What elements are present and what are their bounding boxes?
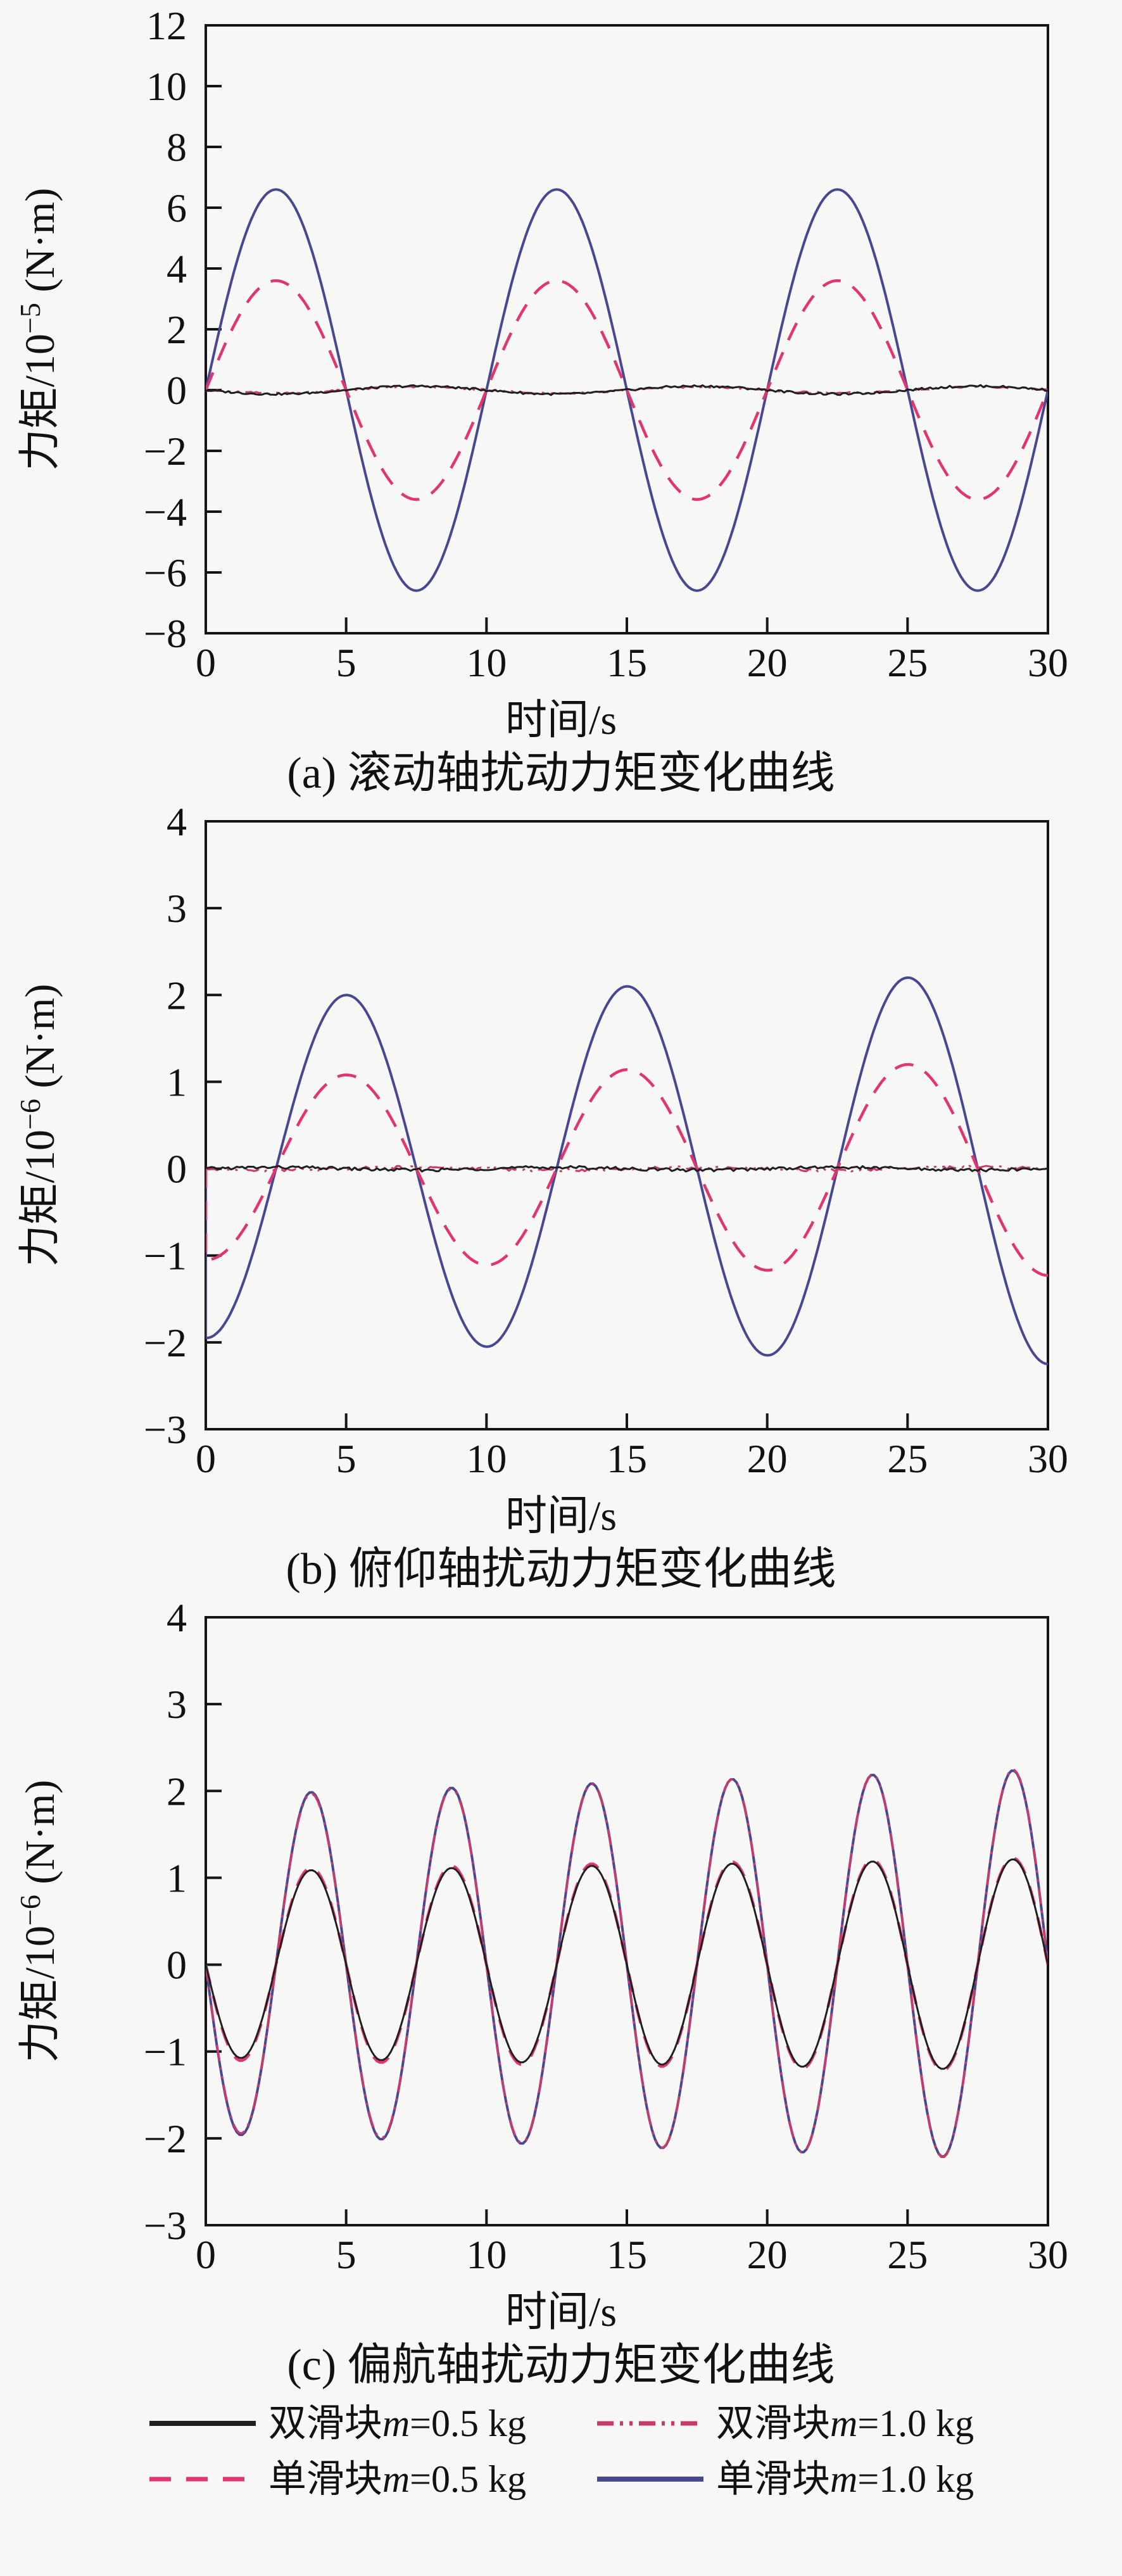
legend-label: 单滑块m=0.5 kg bbox=[268, 2458, 526, 2500]
legend: 双滑块m=0.5 kg 双滑块m=1.0 kg 单滑块m=0.5 kg 单滑块m… bbox=[0, 2404, 1122, 2498]
svg-text:5: 5 bbox=[336, 1436, 356, 1481]
chart-b-caption: (b) 俯仰轴扰动力矩变化曲线 bbox=[286, 1545, 836, 1594]
svg-text:−6: −6 bbox=[144, 550, 187, 595]
chart-c-plot: −3 −2 −1 0 1 2 3 4 0 5 10 15 20 25 30 力矩/10−6 (N·m) bbox=[14, 1595, 1068, 2277]
svg-text:5: 5 bbox=[336, 2232, 356, 2277]
series-single10 bbox=[206, 976, 1048, 1366]
svg-text:−8: −8 bbox=[144, 611, 187, 656]
svg-text:2: 2 bbox=[167, 973, 187, 1018]
svg-text:20: 20 bbox=[747, 640, 788, 685]
series-dual05 bbox=[206, 384, 1048, 396]
svg-text:3: 3 bbox=[167, 1682, 187, 1727]
svg-text:−1: −1 bbox=[144, 2030, 187, 2074]
chart-b: −3 −2 −1 0 1 2 3 4 0 5 10 15 20 25 30 力矩/10−6 (N·m) 时间/… bbox=[0, 796, 1122, 1592]
svg-text:20: 20 bbox=[747, 1436, 788, 1481]
svg-text:0: 0 bbox=[167, 1147, 187, 1192]
svg-text:6: 6 bbox=[167, 186, 187, 230]
legend-line-dashed-crimson bbox=[148, 2474, 257, 2484]
series-single05 bbox=[206, 1063, 1048, 1277]
chart-b-xlabel: 时间/s bbox=[505, 1493, 617, 1539]
svg-text:30: 30 bbox=[1028, 2232, 1068, 2277]
svg-text:−3: −3 bbox=[144, 1407, 187, 1452]
svg-text:10: 10 bbox=[146, 64, 187, 109]
svg-text:3: 3 bbox=[167, 886, 187, 931]
svg-text:12: 12 bbox=[146, 3, 187, 48]
chart-a-plot: −8 −6 −4 −2 0 2 4 6 8 10 12 0 5 10 15 20 25 30 力矩/10−5 (N·… bbox=[14, 3, 1068, 685]
legend-item-dual-05: 双滑块m=0.5 kg bbox=[148, 2404, 526, 2442]
legend-line-dashdot-crimson bbox=[596, 2418, 705, 2428]
chart-c-xlabel: 时间/s bbox=[505, 2289, 617, 2335]
svg-text:力矩/10−5 (N·m): 力矩/10−5 (N·m) bbox=[14, 188, 63, 471]
svg-text:10: 10 bbox=[466, 640, 507, 685]
svg-text:力矩/10−6 (N·m): 力矩/10−6 (N·m) bbox=[14, 1780, 63, 2063]
chart-a-xlabel: 时间/s bbox=[505, 697, 617, 743]
svg-text:1: 1 bbox=[167, 1855, 187, 1900]
svg-text:15: 15 bbox=[607, 640, 647, 685]
svg-text:0: 0 bbox=[167, 1943, 187, 1988]
svg-text:5: 5 bbox=[336, 640, 356, 685]
svg-text:20: 20 bbox=[747, 2232, 788, 2277]
legend-row-2: 单滑块m=0.5 kg 单滑块m=1.0 kg bbox=[0, 2460, 1122, 2498]
svg-text:−1: −1 bbox=[144, 1234, 187, 1279]
svg-text:10: 10 bbox=[466, 1436, 507, 1481]
svg-text:0: 0 bbox=[196, 1436, 216, 1481]
svg-text:−4: −4 bbox=[144, 489, 187, 534]
svg-text:30: 30 bbox=[1028, 640, 1068, 685]
legend-label: 双滑块m=0.5 kg bbox=[268, 2402, 526, 2444]
chart-c: −3 −2 −1 0 1 2 3 4 0 5 10 15 20 25 30 力矩/10−6 (N·m) 时间/… bbox=[0, 1592, 1122, 2388]
series-dual05 bbox=[206, 1858, 1048, 2070]
svg-text:4: 4 bbox=[167, 1595, 187, 1640]
series-dual05 bbox=[206, 1165, 1048, 1173]
svg-text:0: 0 bbox=[196, 2232, 216, 2277]
svg-text:−2: −2 bbox=[144, 2116, 187, 2161]
svg-text:2: 2 bbox=[167, 1769, 187, 1814]
svg-text:4: 4 bbox=[167, 246, 187, 291]
svg-text:−2: −2 bbox=[144, 1320, 187, 1365]
svg-text:0: 0 bbox=[167, 368, 187, 413]
chart-a: −8 −6 −4 −2 0 2 4 6 8 10 12 0 5 10 15 20 25 30 力矩/10−5 (N·… bbox=[0, 0, 1122, 796]
svg-text:10: 10 bbox=[466, 2232, 507, 2277]
svg-text:25: 25 bbox=[887, 640, 928, 685]
svg-text:0: 0 bbox=[196, 640, 216, 685]
svg-text:4: 4 bbox=[167, 799, 187, 844]
legend-label: 双滑块m=1.0 kg bbox=[716, 2402, 974, 2444]
legend-item-single-10: 单滑块m=1.0 kg bbox=[596, 2460, 974, 2498]
svg-text:8: 8 bbox=[167, 125, 187, 170]
svg-text:15: 15 bbox=[607, 1436, 647, 1481]
svg-text:2: 2 bbox=[167, 307, 187, 352]
legend-label: 单滑块m=1.0 kg bbox=[716, 2458, 974, 2500]
chart-b-plot: −3 −2 −1 0 1 2 3 4 0 5 10 15 20 25 30 力矩/10−6 (N·m) bbox=[14, 799, 1068, 1481]
svg-text:−3: −3 bbox=[144, 2203, 187, 2248]
legend-line-solid-blue bbox=[596, 2474, 705, 2484]
chart-c-caption: (c) 偏航轴扰动力矩变化曲线 bbox=[287, 2341, 835, 2390]
svg-text:25: 25 bbox=[887, 1436, 928, 1481]
svg-text:−2: −2 bbox=[144, 429, 187, 474]
svg-text:25: 25 bbox=[887, 2232, 928, 2277]
svg-text:30: 30 bbox=[1028, 1436, 1068, 1481]
svg-text:15: 15 bbox=[607, 2232, 647, 2277]
legend-item-single-05: 单滑块m=0.5 kg bbox=[148, 2460, 526, 2498]
svg-text:力矩/10−6 (N·m): 力矩/10−6 (N·m) bbox=[14, 984, 63, 1267]
chart-a-caption: (a) 滚动轴扰动力矩变化曲线 bbox=[287, 749, 835, 798]
legend-line-solid-black bbox=[148, 2418, 257, 2428]
legend-item-dual-10: 双滑块m=1.0 kg bbox=[596, 2404, 974, 2442]
svg-text:1: 1 bbox=[167, 1059, 187, 1104]
legend-row-1: 双滑块m=0.5 kg 双滑块m=1.0 kg bbox=[0, 2404, 1122, 2442]
